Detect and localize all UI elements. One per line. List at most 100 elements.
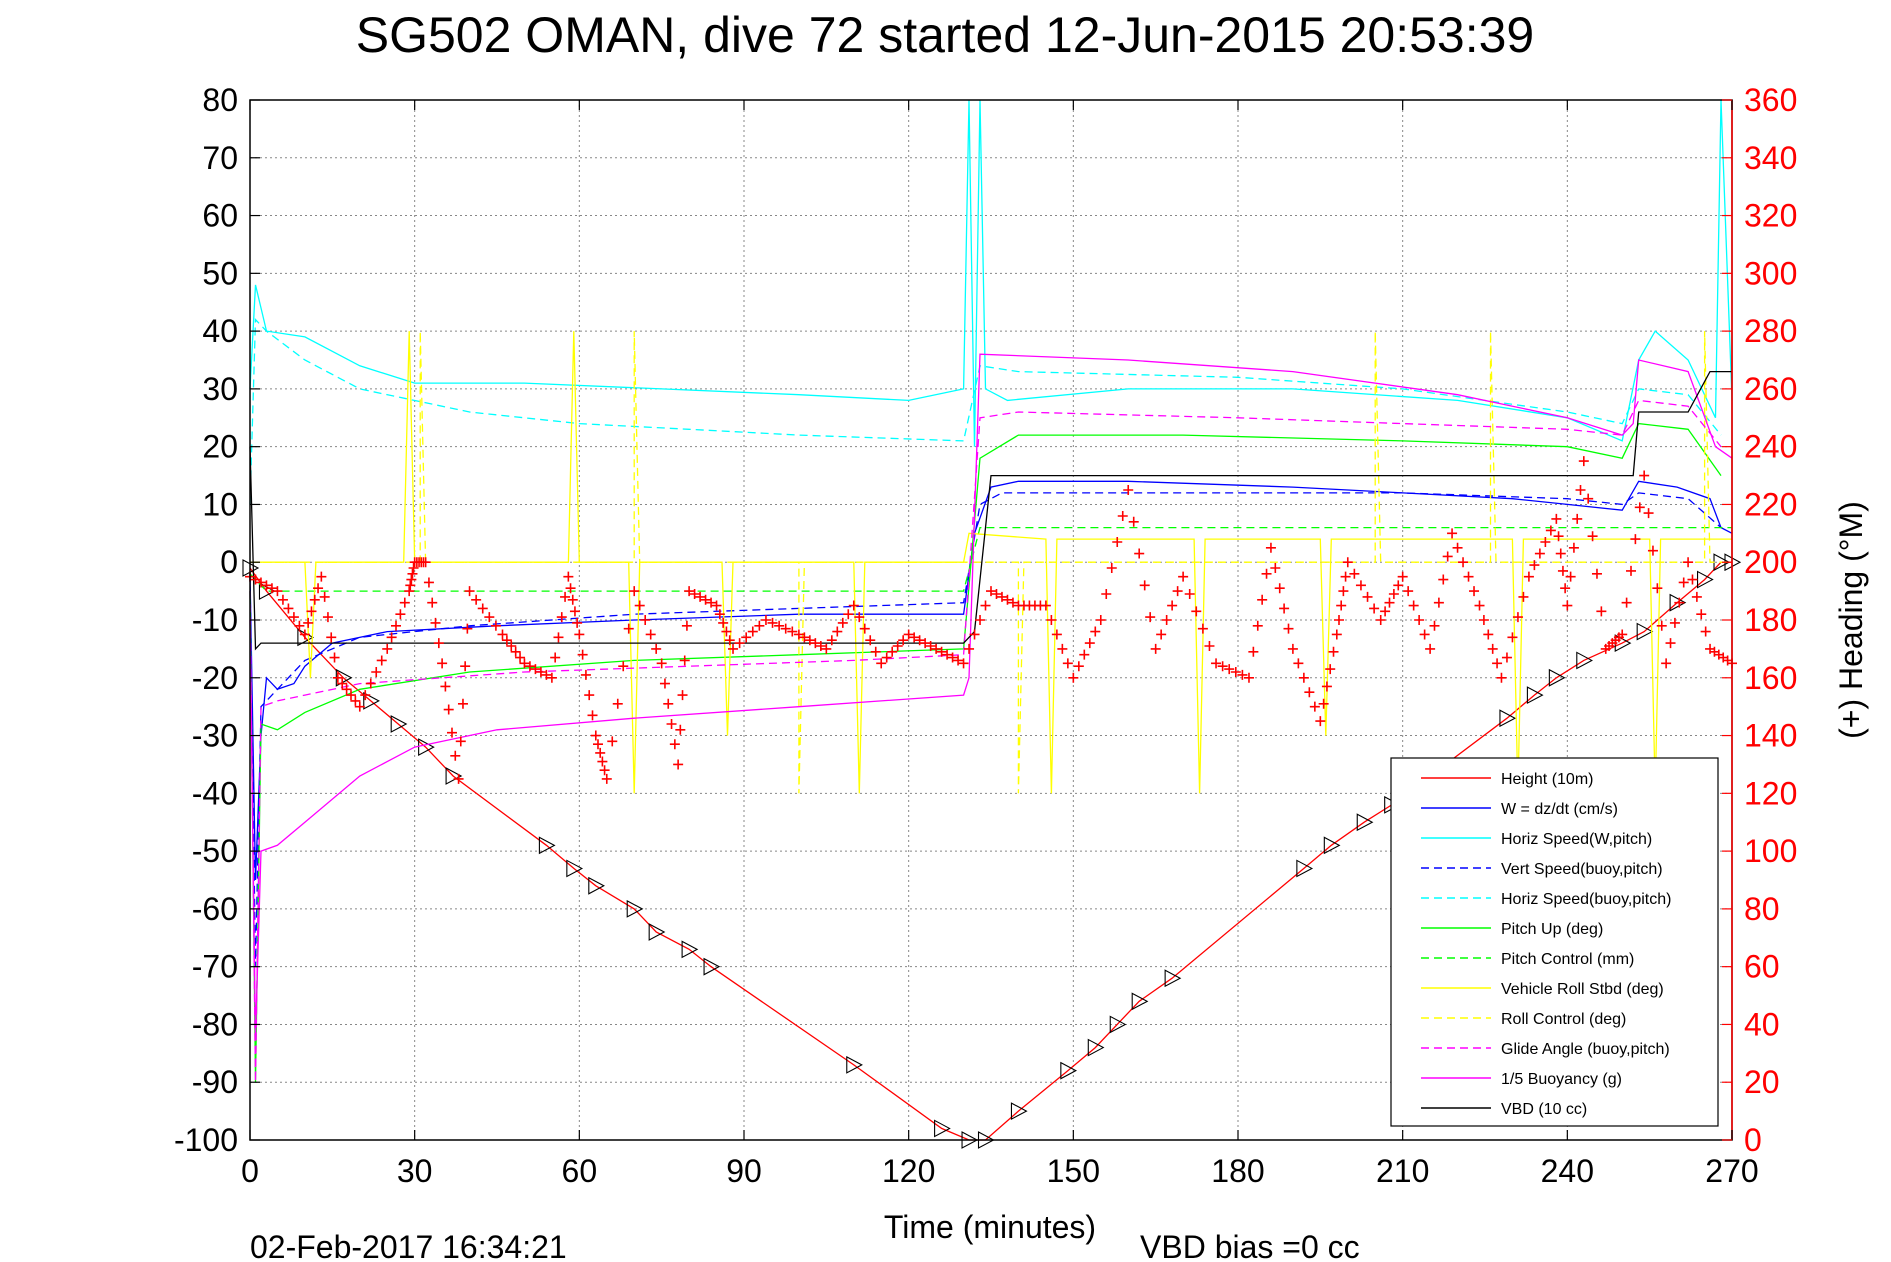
heading-marker — [580, 669, 591, 680]
heading-marker — [1336, 600, 1347, 611]
heading-marker — [675, 724, 686, 735]
heading-marker — [767, 617, 778, 628]
heading-marker — [430, 617, 441, 628]
heading-marker — [460, 661, 471, 672]
height-marker — [1060, 1061, 1078, 1080]
heading-marker — [556, 612, 567, 623]
y2-tick-label: 100 — [1744, 833, 1797, 869]
heading-marker — [316, 571, 327, 582]
heading-marker — [1369, 603, 1380, 614]
heading-marker — [1463, 571, 1474, 582]
heading-marker — [1553, 531, 1564, 542]
heading-marker — [659, 678, 670, 689]
heading-marker — [1661, 658, 1672, 669]
heading-marker — [1557, 565, 1568, 576]
heading-marker — [1002, 594, 1013, 605]
legend-label-pitch: Pitch Up (deg) — [1501, 921, 1603, 938]
heading-marker — [567, 594, 578, 605]
heading-marker — [892, 641, 903, 651]
heading-marker — [1287, 643, 1298, 654]
y2-tick-label: 320 — [1744, 198, 1797, 234]
x-tick-label: 240 — [1541, 1153, 1594, 1189]
heading-marker — [1551, 513, 1562, 524]
heading-marker — [560, 591, 571, 602]
heading-marker — [821, 643, 832, 654]
heading-marker — [1572, 513, 1583, 524]
heading-marker — [1062, 658, 1073, 669]
heading-marker — [780, 623, 791, 634]
heading-marker — [490, 620, 501, 631]
legend-label-glide: Glide Angle (buoy,pitch) — [1501, 1041, 1670, 1058]
heading-marker — [313, 583, 324, 594]
heading-marker — [1068, 672, 1079, 683]
heading-marker — [1261, 568, 1272, 579]
heading-marker — [953, 655, 964, 666]
y2-tick-label: 260 — [1744, 371, 1797, 407]
heading-marker — [1433, 597, 1444, 608]
heading-marker — [1325, 664, 1336, 675]
heading-marker — [524, 661, 535, 672]
heading-marker — [329, 652, 340, 663]
heading-marker — [440, 681, 451, 692]
heading-marker — [326, 632, 337, 643]
heading-marker — [337, 678, 348, 689]
heading-marker — [1338, 586, 1349, 597]
heading-marker — [406, 574, 417, 585]
heading-marker — [666, 719, 677, 729]
heading-marker — [283, 603, 294, 614]
heading-marker — [595, 747, 606, 758]
heading-marker — [969, 629, 980, 640]
y-tick-label: -50 — [192, 833, 238, 869]
x-tick-label: 120 — [882, 1153, 935, 1189]
y-tick-label: -10 — [192, 602, 238, 638]
heading-marker — [1342, 557, 1353, 568]
heading-marker — [1156, 629, 1167, 640]
heading-marker — [1298, 672, 1309, 683]
footer-timestamp: 02-Feb-2017 16:34:21 — [250, 1229, 567, 1262]
heading-marker — [1687, 574, 1698, 585]
heading-marker — [1555, 548, 1566, 559]
height-marker — [445, 767, 463, 785]
heading-marker — [462, 623, 473, 634]
heading-marker — [563, 571, 574, 582]
y2-tick-label: 300 — [1744, 255, 1797, 291]
legend-label-vbd: VBD (10 cc) — [1501, 1101, 1587, 1118]
heading-marker — [587, 710, 598, 721]
heading-marker — [1691, 591, 1702, 602]
heading-marker — [673, 759, 684, 770]
heading-marker — [760, 615, 771, 625]
y-tick-label: -30 — [192, 718, 238, 754]
height-marker — [1697, 570, 1714, 589]
heading-marker — [1274, 583, 1285, 594]
y-tick-label: -90 — [192, 1064, 238, 1100]
heading-marker — [1647, 545, 1658, 556]
heading-marker — [887, 646, 898, 657]
heading-marker — [623, 623, 634, 634]
heading-marker — [1217, 661, 1228, 672]
x-tick-label: 150 — [1047, 1153, 1100, 1189]
heading-marker — [1204, 641, 1215, 651]
heading-marker — [980, 600, 991, 611]
x-tick-label: 30 — [397, 1153, 433, 1189]
y2-tick-label: 40 — [1744, 1006, 1780, 1042]
heading-marker — [360, 690, 371, 701]
heading-marker — [1167, 600, 1178, 611]
heading-marker — [1518, 591, 1529, 602]
heading-marker — [1575, 485, 1586, 495]
heading-marker — [553, 632, 564, 643]
heading-marker — [1040, 600, 1051, 611]
heading-marker — [1197, 623, 1208, 634]
heading-marker — [1384, 597, 1395, 608]
heading-marker — [1562, 600, 1573, 611]
heading-marker — [832, 626, 843, 637]
y-tick-label: 0 — [220, 544, 238, 580]
heading-marker — [1393, 580, 1404, 591]
height-marker — [1010, 1102, 1028, 1121]
heading-marker — [1270, 563, 1281, 573]
y-tick-label: -100 — [174, 1122, 238, 1158]
heading-marker — [754, 620, 765, 631]
heading-marker — [787, 626, 798, 637]
y-tick-label: -70 — [192, 949, 238, 985]
heading-marker — [1257, 594, 1268, 605]
